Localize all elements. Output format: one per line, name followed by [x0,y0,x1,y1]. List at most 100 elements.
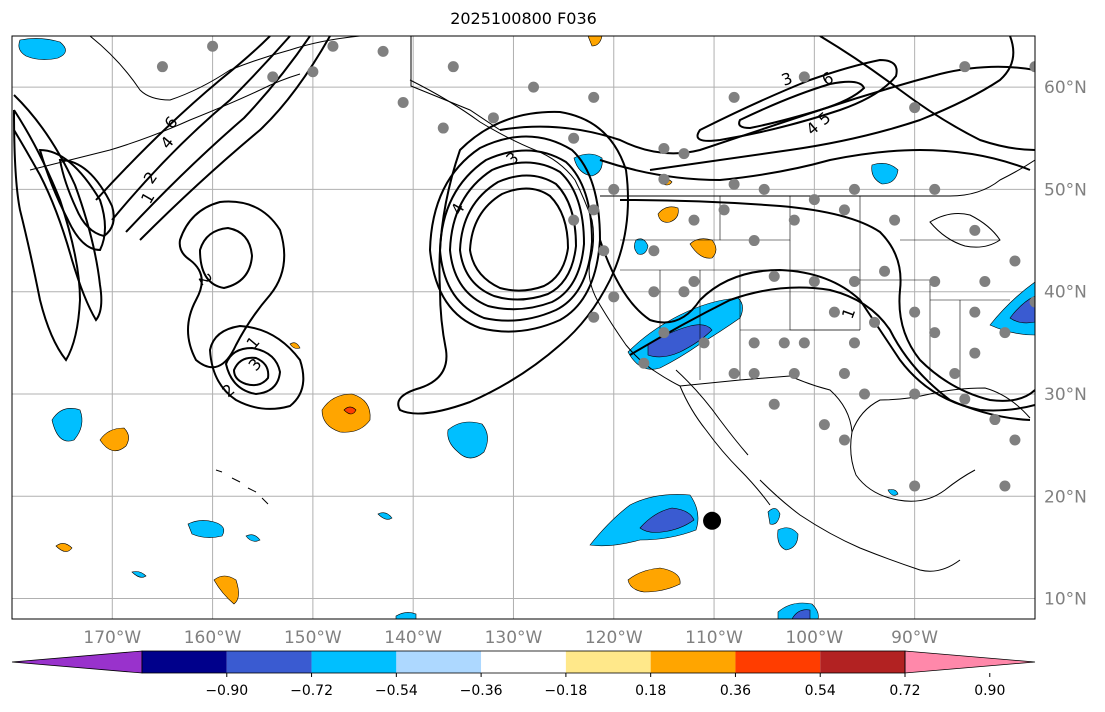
station-marker [678,148,690,160]
anomaly-patch [131,571,147,578]
station-marker [909,102,921,114]
contour-line [13,109,82,362]
anomaly-patch [791,609,811,619]
anomaly-patch [647,324,713,358]
anomaly-patch [213,575,239,605]
colorbar-tick-label: 0.18 [635,683,666,699]
anomaly-patch [447,421,488,459]
contour-line [125,36,311,233]
station-marker [678,286,690,298]
station-marker [909,480,921,492]
station-marker [528,81,540,93]
colorbar-tick-label: −0.18 [544,683,587,699]
anomaly-patch [627,567,681,593]
station-marker [267,71,279,83]
station-marker [929,275,941,287]
contour-line [468,187,570,292]
longitude-label: 150°W [284,628,342,648]
anomaly-patch [343,406,357,415]
station-marker [377,45,389,57]
contour-line [629,286,1031,421]
colorbar-tick-label: 0.90 [974,683,1005,699]
anomaly-patch [871,163,899,185]
station-marker [638,357,650,369]
contour-line [738,80,866,130]
anomaly-patch [589,494,699,547]
station-marker [728,178,740,190]
station-marker [608,183,620,195]
longitude-label: 130°W [485,628,543,648]
longitude-labels: 170°W 160°W 150°W 140°W 130°W 120°W 110°W 100°W… [83,628,938,648]
station-marker [658,327,670,339]
longitude-label: 140°W [384,628,442,648]
station-marker [808,275,820,287]
station-marker [889,214,901,226]
contour-line [232,356,270,387]
colorbar-swatch [650,651,736,673]
longitude-label: 120°W [585,628,643,648]
colorbar-swatch [820,651,905,673]
station-marker [688,214,700,226]
colorbar-tick-label: −0.72 [290,683,333,699]
map-title: 2025100800 F036 [450,9,597,28]
station-marker [568,214,580,226]
station-marker [909,388,921,400]
colorbar-tick-label: −0.54 [375,683,418,699]
station-marker [728,368,740,380]
station-marker [1009,434,1021,446]
colorbar-swatch [142,651,227,673]
station-marker [748,368,760,380]
station-marker [207,40,219,52]
colorbar-swatch [735,651,821,673]
colorbar: −0.90 −0.72 −0.54 −0.36 −0.18 0.18 0.36 0.54 0.7… [11,650,1036,699]
station-marker [397,96,409,108]
station-marker [969,306,981,318]
contour-line [819,36,1035,151]
colorbar-swatch [565,651,651,673]
station-marker [818,419,830,431]
alaska-coast [89,36,361,101]
contour-line [428,135,602,333]
contour-line [208,324,305,410]
station-marker [838,204,850,216]
station-marker [929,183,941,195]
station-markers [156,40,1035,492]
station-marker [848,275,860,287]
station-marker [648,245,660,257]
anomaly-patch [18,38,66,60]
baja-california [679,385,771,506]
longitude-label: 170°W [83,628,141,648]
station-marker [156,61,168,73]
contour-line [458,174,578,301]
contour-line [499,65,1035,155]
latitude-label: 10°N [1044,590,1087,610]
station-marker [869,316,881,328]
longitude-label: 100°W [785,628,843,648]
contour-line [95,36,271,201]
station-marker [648,286,660,298]
station-marker [788,368,800,380]
station-marker [1029,61,1035,73]
anomaly-patch [55,543,73,552]
station-marker [989,414,1001,426]
station-marker [588,204,600,216]
contour-line [13,94,103,322]
us-canada-border [600,159,1035,197]
station-marker [768,270,780,282]
contour-line [448,161,586,311]
anomaly-patch [634,238,649,255]
station-marker [588,311,600,323]
station-marker [748,235,760,247]
anomaly-patch [289,342,301,349]
map-frame [11,35,1036,620]
alaska-canada-border [410,36,501,131]
station-marker [1009,255,1021,267]
hawaiian-islands [215,469,269,505]
anomaly-patch [51,408,83,442]
station-marker [838,368,850,380]
station-marker [999,327,1011,339]
contour-line [38,148,106,252]
contour-line [111,36,291,221]
anomaly-patch [657,206,679,223]
